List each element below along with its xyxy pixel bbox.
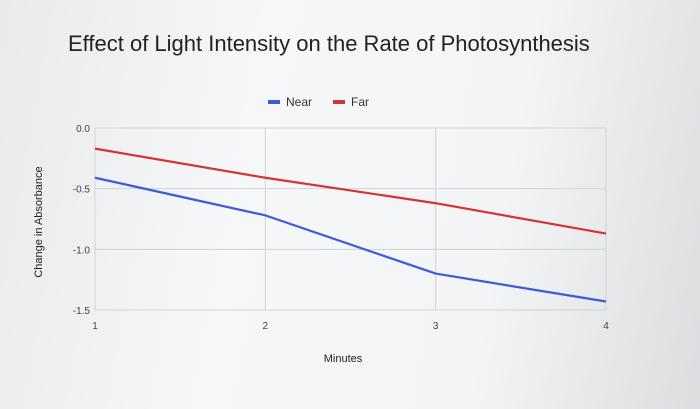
x-axis-label: Minutes	[324, 353, 363, 365]
legend: Near Far	[268, 95, 369, 109]
series-line-far	[94, 147, 607, 235]
legend-swatch-far	[333, 100, 345, 104]
y-tick-label: -1.0	[73, 245, 91, 256]
y-tick-label: -1.5	[73, 306, 91, 317]
series-line-near	[94, 176, 607, 303]
y-tick-label: 0.0	[76, 124, 90, 135]
chart-title: Effect of Light Intensity on the Rate of…	[68, 31, 590, 56]
x-tick-label: 2	[263, 321, 269, 332]
y-tick-label: -0.5	[73, 185, 91, 196]
series-lines	[94, 147, 607, 303]
legend-label-near: Near	[286, 95, 312, 109]
grid	[94, 127, 607, 311]
legend-label-far: Far	[351, 95, 369, 109]
y-axis-label: Change in Absorbance	[33, 166, 45, 277]
legend-swatch-near	[268, 100, 280, 104]
ticks: 0.0 -0.5 -1.0 -1.51 2 3 4	[73, 124, 609, 332]
x-tick-label: 3	[433, 321, 439, 332]
x-tick-label: 1	[92, 321, 98, 332]
x-tick-label: 4	[603, 321, 609, 332]
